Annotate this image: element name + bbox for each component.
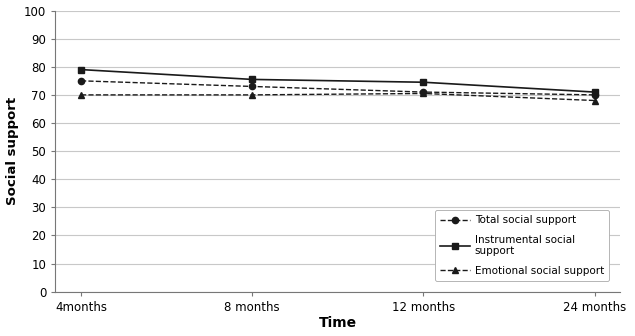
Emotional social support [248, 93, 256, 97]
Emotional social support [77, 93, 85, 97]
Instrumental social
support [420, 80, 427, 84]
Total social support [591, 93, 598, 97]
Instrumental social
support [248, 77, 256, 81]
Instrumental social
support [77, 68, 85, 72]
Y-axis label: Social support: Social support [6, 97, 18, 205]
Total social support [77, 79, 85, 83]
Total social support [248, 84, 256, 88]
Line: Total social support: Total social support [78, 78, 598, 98]
Legend: Total social support, Instrumental social
support, Emotional social support: Total social support, Instrumental socia… [435, 210, 610, 281]
Emotional social support [420, 91, 427, 95]
Line: Emotional social support: Emotional social support [77, 90, 598, 104]
X-axis label: Time: Time [319, 317, 357, 330]
Emotional social support [591, 98, 598, 102]
Instrumental social
support [591, 90, 598, 94]
Total social support [420, 90, 427, 94]
Line: Instrumental social
support: Instrumental social support [77, 66, 598, 95]
